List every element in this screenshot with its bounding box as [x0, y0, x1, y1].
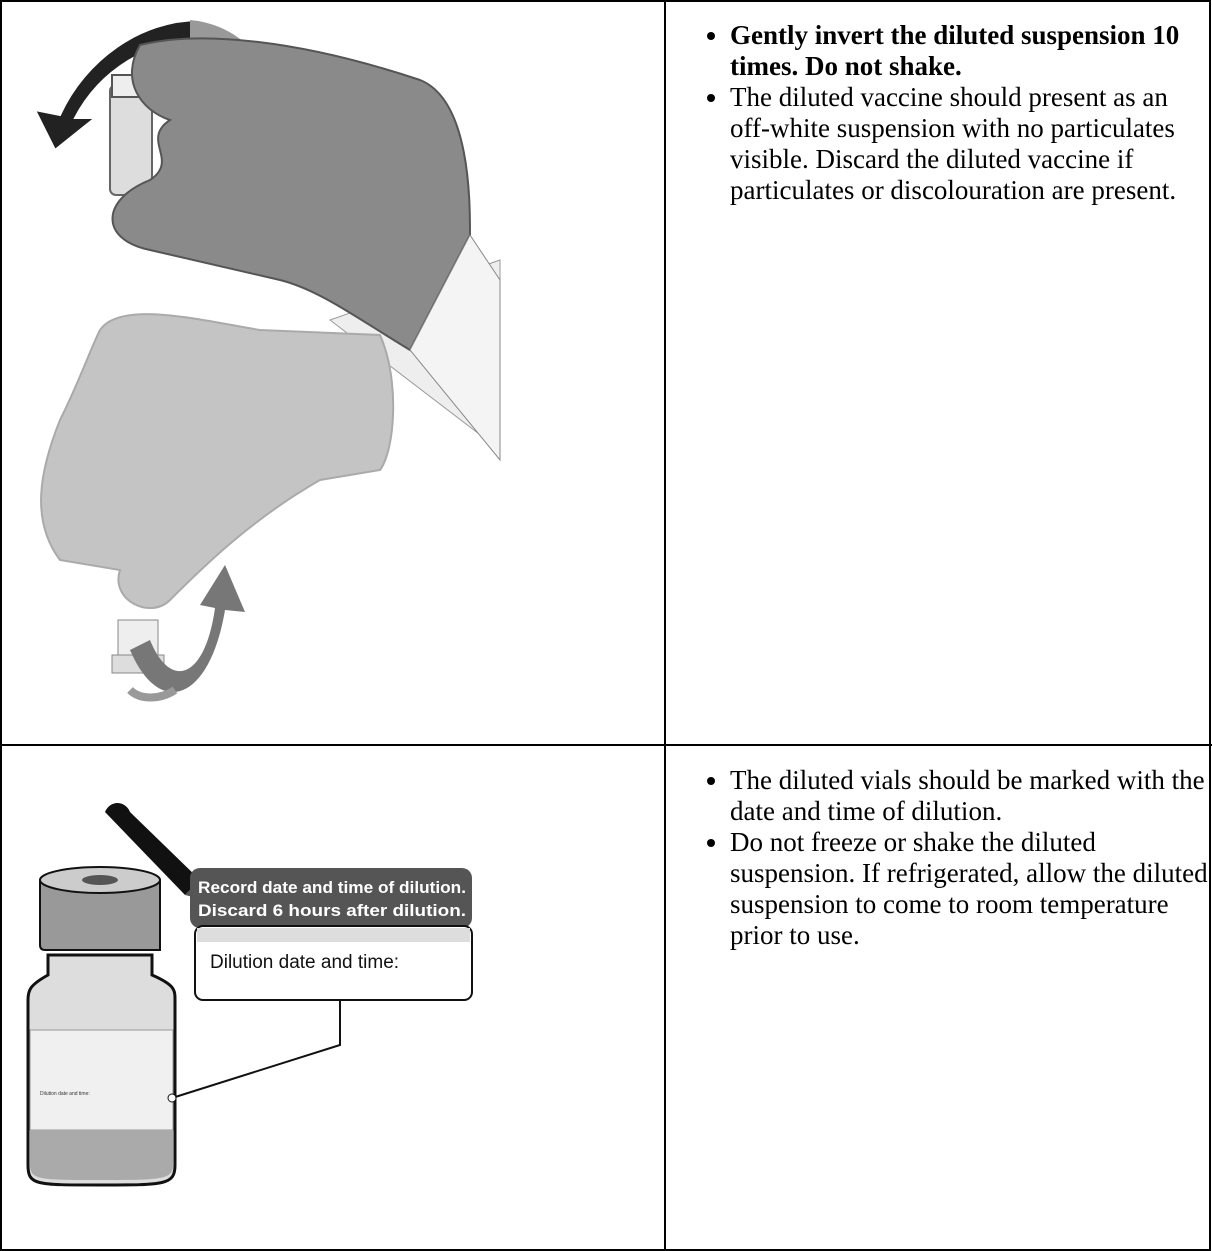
bullet-item: Do not freeze or shake the diluted suspe… — [730, 827, 1210, 951]
label-illustration — [26, 803, 473, 1187]
bullet-item: Gently invert the diluted suspension 10 … — [730, 20, 1210, 82]
label-box-text: Dilution date and time: — [210, 952, 399, 973]
label-header-line: Discard 6 hours after dilution. — [198, 901, 466, 920]
bullet-list: The diluted vials should be marked with … — [676, 765, 1210, 951]
invert-illustration — [33, 18, 501, 702]
bullet-item: The diluted vaccine should present as an… — [730, 82, 1210, 206]
label-header-line: Record date and time of dilution. — [198, 878, 466, 897]
bullet-list: Gently invert the diluted suspension 10 … — [676, 20, 1210, 206]
bullet-item: The diluted vials should be marked with … — [730, 765, 1210, 827]
instructions-cell: Gently invert the diluted suspension 10 … — [676, 20, 1210, 206]
instructions-cell: The diluted vials should be marked with … — [676, 765, 1210, 951]
vial-label-text: Dilution date and time: — [40, 1091, 90, 1097]
